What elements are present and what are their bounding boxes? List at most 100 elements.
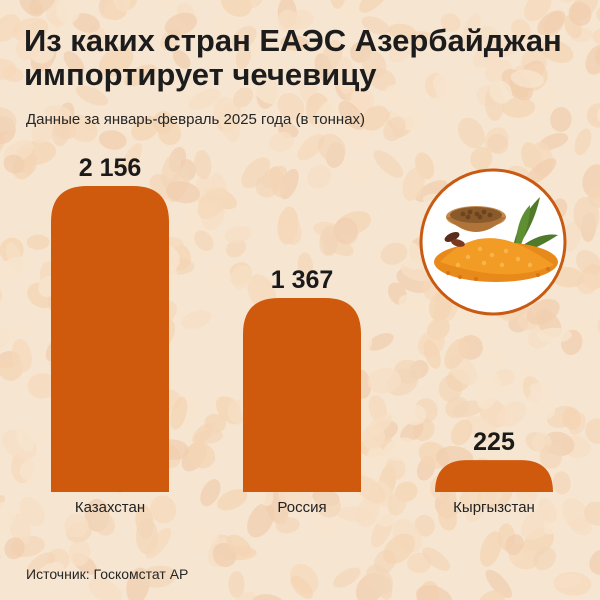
lentil-grain: [532, 91, 558, 115]
lentil-grain: [92, 512, 115, 536]
lentil-grain: [88, 578, 122, 600]
lentil-grain: [236, 0, 263, 10]
category-label-1: Россия: [277, 499, 326, 516]
lentil-grain: [459, 487, 483, 510]
lentil-grain: [568, 1, 592, 26]
lentil-grain: [416, 585, 453, 600]
lentil-grain: [192, 423, 215, 445]
lentil-grain: [367, 367, 402, 394]
data-label-0: 2 156: [79, 154, 142, 182]
lentil-grain: [422, 547, 450, 571]
lentil-grain: [0, 501, 17, 535]
lentil-grain: [415, 180, 448, 203]
lentil-grain: [364, 414, 393, 438]
lentil-grain: [444, 338, 468, 370]
lentil-grain: [330, 0, 347, 9]
lentil-grain: [297, 133, 325, 161]
lentil-grain: [150, 495, 177, 524]
chart-subtitle: Данные за январь-февраль 2025 года (в то…: [26, 111, 366, 128]
lentil-grain: [98, 46, 134, 77]
lentil-grain: [482, 341, 505, 372]
lentil-grain: [233, 87, 254, 108]
lentil-grain: [487, 133, 509, 155]
lentil-grain: [0, 107, 17, 132]
lentil-grain: [466, 416, 499, 443]
lentil-grain: [194, 149, 212, 180]
lentil-grain: [72, 13, 100, 33]
lentil-grain: [529, 382, 550, 399]
lentil-grain: [376, 574, 393, 600]
lentil-grain: [12, 17, 49, 42]
lentil-grain: [574, 128, 592, 156]
lentil-grain: [539, 444, 563, 469]
lentil-grain: [217, 489, 248, 511]
lentil-grain: [361, 50, 387, 79]
lentil-grain: [251, 71, 281, 105]
category-label-0: Казахстан: [75, 499, 145, 516]
lentil-grain: [0, 325, 17, 348]
lentil-grain: [63, 51, 85, 75]
lentil-grain: [311, 510, 348, 537]
lentil-grain: [67, 115, 98, 143]
lentil-grain: [387, 490, 407, 516]
lentil-grain: [112, 0, 131, 12]
lentil-grain: [313, 98, 340, 131]
lentil-grain: [383, 533, 415, 564]
lentil-grain: [224, 226, 252, 243]
lentil-grain: [405, 31, 436, 47]
lentil-grain: [458, 117, 485, 149]
lentil-grain: [398, 294, 428, 318]
lentil-grain: [186, 442, 216, 469]
lentil-grain: [527, 390, 556, 420]
lentil-grain: [563, 220, 582, 252]
lentil-grain: [280, 35, 309, 51]
lentil-grain: [321, 39, 343, 73]
lentil-grain: [476, 373, 501, 410]
lentil-grain: [16, 424, 35, 451]
lentil-grain: [526, 298, 560, 325]
lentil-grain: [231, 25, 257, 50]
lentil-grain: [524, 0, 552, 22]
lentil-grain: [511, 19, 531, 40]
lentil-grain: [336, 56, 354, 94]
lentil-grain: [388, 44, 411, 63]
lentil-grain: [380, 242, 408, 265]
lentil-grain: [438, 504, 457, 531]
lentil-grain: [269, 166, 286, 198]
lentil-grain: [139, 565, 177, 588]
lentil-grain: [333, 0, 360, 24]
lentil-grain: [353, 475, 386, 504]
lentil-grain: [536, 327, 572, 343]
lentil-grain: [400, 421, 424, 443]
lentil-grain: [55, 0, 80, 24]
source-note: Источник: Госкомстат АР: [26, 566, 189, 582]
lentil-grain: [470, 146, 493, 171]
lentil-grain: [44, 105, 72, 121]
lentil-grain: [194, 230, 214, 251]
lentil-grain: [52, 119, 70, 147]
lentil-grain: [485, 569, 512, 599]
lentil-grain: [19, 456, 54, 483]
lentil-grain: [445, 396, 469, 419]
lentil-grain: [268, 131, 295, 152]
lentil-grain: [317, 133, 346, 163]
lentil-grain: [297, 252, 313, 279]
lentil-grain: [489, 80, 512, 104]
lentil-grain: [181, 310, 212, 329]
lentil-grain: [403, 404, 427, 426]
lentil-grain: [336, 506, 374, 522]
lentil-grain: [385, 457, 406, 480]
lentil-grain: [226, 534, 252, 557]
lentil-grain: [75, 85, 109, 106]
lentil-grain: [435, 76, 456, 115]
lentil-grain: [145, 527, 172, 559]
lentil-grain: [589, 548, 600, 575]
lentil-grain: [342, 157, 375, 188]
lentil-grain: [27, 373, 58, 399]
lentil-grain: [552, 471, 571, 495]
lentil-grain: [307, 165, 332, 189]
lentil-grain: [64, 513, 89, 538]
lentil-grain: [3, 154, 25, 174]
lentil-grain: [333, 567, 361, 588]
